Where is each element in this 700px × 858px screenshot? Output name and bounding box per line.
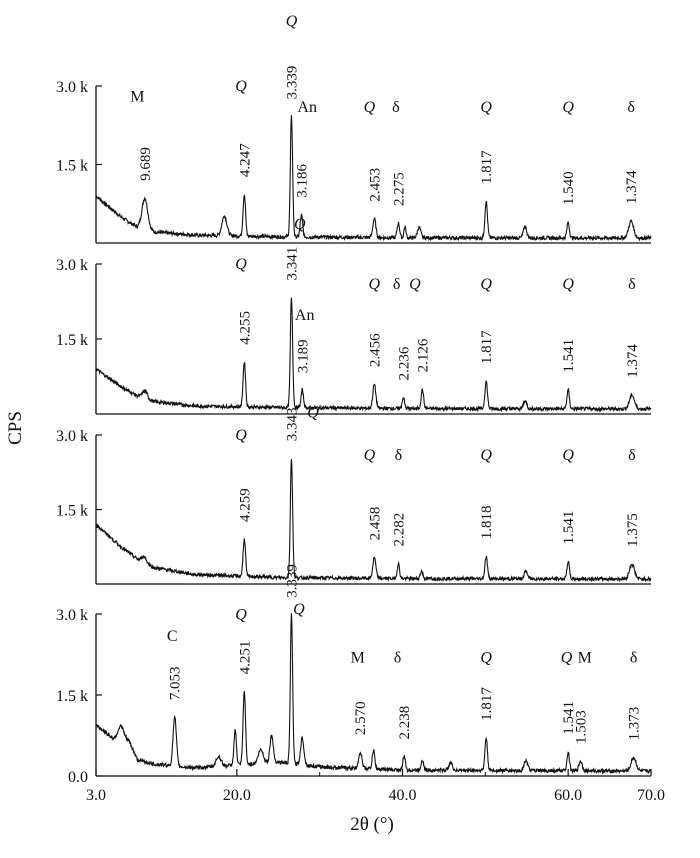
diffraction-series-line [95, 115, 652, 242]
x-tick-label: 3.0 [86, 787, 106, 804]
d-spacing-label: 1.817 [479, 150, 495, 184]
d-spacing-label: 2.453 [367, 168, 383, 202]
d-spacing-label: 7.053 [168, 667, 184, 701]
x-tick-label: 40.0 [388, 787, 416, 804]
d-spacing-label: 1.818 [479, 506, 495, 540]
y-tick-label: 1.5 k [56, 688, 88, 705]
phase-label: δ [393, 276, 401, 293]
phase-label: Q [286, 13, 298, 30]
d-spacing-label: 1.375 [625, 513, 641, 547]
d-spacing-label: 2.458 [367, 507, 383, 541]
phase-label: Q [561, 650, 573, 667]
phase-label: An [295, 307, 315, 324]
d-spacing-label: 4.259 [237, 488, 253, 522]
d-spacing-label: 1.817 [479, 330, 495, 364]
phase-label: Q [307, 405, 319, 422]
x-tick-label: 60.0 [554, 787, 582, 804]
phase-label: δ [628, 447, 636, 464]
phase-label: δ [630, 650, 638, 667]
phase-label: Q [364, 447, 376, 464]
phase-label: Q [480, 276, 492, 293]
y-tick-label: 1.5 k [56, 332, 88, 349]
x-axis: 3.0 20.0 40.0 60.0 70.0 [86, 769, 665, 804]
d-spacing-label: 1.541 [561, 701, 577, 735]
d-spacing-label: 4.255 [237, 311, 253, 345]
d-spacing-label: 9.689 [138, 147, 154, 181]
phase-label: Q [235, 256, 247, 273]
phase-label: Q [364, 99, 376, 116]
d-spacing-label: 3.339 [285, 564, 301, 598]
d-spacing-label: 1.503 [574, 710, 590, 744]
d-spacing-label: 3.341 [285, 247, 301, 281]
phase-label: δ [395, 447, 403, 464]
phase-label: M [130, 89, 144, 106]
y-tick-label: 3.0 k [56, 607, 88, 624]
y-tick-label: 3.0 k [56, 257, 88, 274]
d-spacing-label: 2.456 [367, 333, 383, 367]
diffraction-series-line [95, 297, 652, 413]
y-tick-label: 0.0 [68, 769, 88, 786]
y-tick-label: 3.0 k [56, 428, 88, 445]
d-spacing-label: 1.541 [561, 339, 577, 373]
y-tick-label: 1.5 k [56, 158, 88, 175]
phase-label: δ [394, 650, 402, 667]
x-axis-title: 2θ (°) [350, 814, 394, 835]
d-spacing-label: 2.275 [391, 172, 407, 206]
phase-label: An [297, 99, 317, 116]
phase-label: Q [294, 216, 306, 233]
diffraction-series-line [95, 613, 652, 775]
phase-label: Q [562, 447, 574, 464]
diffraction-series-line [95, 459, 652, 583]
d-spacing-label: 3.186 [294, 164, 310, 198]
d-spacing-label: 3.339 [285, 66, 301, 100]
x-tick-label: 70.0 [637, 787, 665, 804]
d-spacing-label: 2.570 [353, 701, 369, 735]
phase-label: δ [627, 99, 635, 116]
y-tick-label: 3.0 k [56, 79, 88, 96]
d-spacing-label: 1.540 [561, 171, 577, 205]
phase-label: δ [392, 99, 400, 116]
panel-4: 3.0 k 1.5 k 0.0 7.053 C 4.251 Q 3.339 Q 2.570 M 2.2… [56, 564, 652, 786]
phase-label: Q [235, 606, 247, 623]
phase-label: M [351, 650, 365, 667]
d-spacing-label: 1.374 [624, 170, 640, 204]
phase-label: Q [480, 447, 492, 464]
panel-3: 3.0 k 1.5 k 4.259 Q 3.343 Q 2.458 Q 2.282 δ 1.818 Q… [56, 405, 652, 585]
phase-label: Q [409, 276, 421, 293]
d-spacing-label: 2.282 [391, 513, 407, 547]
phase-label: δ [628, 276, 636, 293]
d-spacing-label: 3.343 [285, 408, 301, 442]
panel-2: 3.0 k 1.5 k 4.255 Q 3.341 Q 3.189 An 2.456 Q 2.236… [56, 216, 652, 415]
d-spacing-label: 4.251 [237, 641, 253, 675]
d-spacing-label: 1.541 [561, 511, 577, 545]
d-spacing-label: 2.236 [396, 346, 412, 380]
phase-label: Q [562, 276, 574, 293]
phase-label: Q [235, 78, 247, 95]
d-spacing-label: 4.247 [237, 143, 253, 177]
panels-group: 3.0 k 1.5 k 9.689 M 4.247 Q 3.339 Q 3.186 An 2.453… [56, 13, 652, 786]
d-spacing-label: 2.126 [415, 338, 431, 372]
phase-label: Q [562, 99, 574, 116]
phase-label: Q [480, 650, 492, 667]
d-spacing-label: 1.374 [625, 344, 641, 378]
phase-label: Q [235, 427, 247, 444]
y-tick-label: 1.5 k [56, 503, 88, 520]
d-spacing-label: 3.189 [295, 339, 311, 373]
y-axis-title: CPS [5, 411, 26, 445]
d-spacing-label: 1.373 [627, 707, 643, 741]
phase-label: C [167, 628, 178, 645]
phase-label: M [578, 650, 592, 667]
panel-1: 3.0 k 1.5 k 9.689 M 4.247 Q 3.339 Q 3.186 An 2.453… [56, 13, 652, 244]
d-spacing-label: 2.238 [397, 706, 413, 740]
phase-label: Q [293, 601, 305, 618]
phase-label: Q [369, 276, 381, 293]
phase-label: Q [480, 99, 492, 116]
d-spacing-label: 1.817 [479, 687, 495, 721]
x-tick-label: 20.0 [223, 787, 251, 804]
